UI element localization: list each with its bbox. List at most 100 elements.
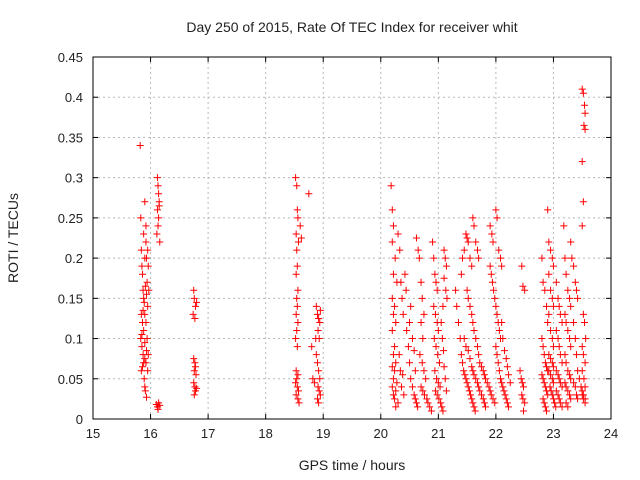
data-point bbox=[143, 347, 151, 355]
data-point bbox=[438, 335, 446, 343]
data-point bbox=[472, 375, 480, 383]
x-tick-label: 17 bbox=[201, 426, 215, 441]
data-point bbox=[189, 310, 197, 318]
data-point bbox=[439, 302, 447, 310]
data-point bbox=[552, 403, 560, 411]
data-point bbox=[308, 343, 316, 351]
data-point bbox=[153, 174, 161, 182]
data-point bbox=[475, 351, 483, 359]
data-point bbox=[454, 318, 462, 326]
data-point bbox=[140, 327, 148, 335]
data-point bbox=[144, 262, 152, 270]
data-point bbox=[545, 310, 553, 318]
data-point bbox=[412, 234, 420, 242]
data-point bbox=[470, 403, 478, 411]
y-tick-label: 0.45 bbox=[58, 50, 83, 65]
data-point bbox=[437, 399, 445, 407]
data-point bbox=[294, 395, 302, 403]
data-point bbox=[543, 407, 551, 415]
data-point bbox=[137, 367, 145, 375]
data-point bbox=[395, 351, 403, 359]
data-point bbox=[518, 262, 526, 270]
data-point bbox=[561, 254, 569, 262]
data-point bbox=[471, 407, 479, 415]
data-point bbox=[430, 254, 438, 262]
data-point bbox=[155, 214, 163, 222]
data-point bbox=[294, 214, 302, 222]
x-tick-label: 16 bbox=[143, 426, 157, 441]
data-point bbox=[394, 230, 402, 238]
data-point bbox=[430, 335, 438, 343]
data-point bbox=[142, 318, 150, 326]
axis-ticks: 15 16 17 18 19 20 21 22 23 24 0 0.05 0.1 0.15 0.2 0.25 0… bbox=[58, 50, 619, 441]
data-point bbox=[391, 254, 399, 262]
data-point bbox=[478, 363, 485, 371]
data-point bbox=[554, 371, 562, 379]
data-point bbox=[496, 254, 504, 262]
data-point bbox=[411, 395, 419, 403]
data-point bbox=[439, 407, 447, 415]
data-point bbox=[473, 343, 481, 351]
data-point bbox=[579, 351, 587, 359]
data-point bbox=[478, 391, 485, 399]
data-point bbox=[418, 294, 426, 302]
data-point bbox=[436, 383, 444, 391]
data-point bbox=[567, 395, 575, 403]
data-point bbox=[498, 318, 506, 326]
data-point bbox=[489, 238, 497, 246]
data-point bbox=[547, 355, 555, 363]
data-point bbox=[498, 262, 506, 270]
data-point bbox=[292, 174, 300, 182]
data-point bbox=[541, 403, 549, 411]
data-point bbox=[539, 343, 547, 351]
data-point bbox=[190, 286, 198, 294]
data-point bbox=[560, 222, 568, 230]
data-point bbox=[427, 407, 435, 415]
data-point bbox=[312, 351, 320, 359]
data-point bbox=[393, 379, 401, 387]
data-point bbox=[496, 375, 504, 383]
data-point bbox=[564, 367, 572, 375]
data-point bbox=[296, 222, 304, 230]
data-point bbox=[570, 318, 578, 326]
data-point bbox=[467, 391, 475, 399]
data-point bbox=[453, 302, 461, 310]
x-tick-label: 20 bbox=[374, 426, 388, 441]
data-point bbox=[294, 318, 302, 326]
data-point bbox=[581, 359, 589, 367]
data-point bbox=[411, 367, 419, 375]
grid-layer bbox=[93, 57, 611, 419]
data-point bbox=[144, 246, 152, 254]
data-point bbox=[554, 335, 562, 343]
data-point bbox=[388, 383, 396, 391]
data-point bbox=[566, 391, 574, 399]
data-point bbox=[460, 246, 468, 254]
data-point bbox=[155, 202, 163, 210]
data-point bbox=[309, 375, 317, 383]
data-point bbox=[549, 363, 557, 371]
data-point bbox=[315, 314, 323, 322]
data-point bbox=[466, 302, 474, 310]
data-point bbox=[292, 367, 300, 375]
data-point bbox=[580, 375, 588, 383]
data-point bbox=[138, 343, 146, 351]
data-point bbox=[578, 367, 586, 375]
data-point bbox=[312, 302, 320, 310]
data-point bbox=[452, 286, 460, 294]
data-point bbox=[418, 359, 426, 367]
data-point bbox=[407, 302, 415, 310]
data-point bbox=[493, 310, 501, 318]
chart-title: Day 250 of 2015, Rate Of TEC Index for r… bbox=[186, 19, 517, 35]
data-point bbox=[501, 347, 509, 355]
data-point bbox=[434, 379, 442, 387]
data-point bbox=[566, 371, 574, 379]
data-point bbox=[391, 343, 399, 351]
data-point bbox=[468, 262, 476, 270]
data-point bbox=[142, 238, 150, 246]
data-point bbox=[292, 335, 300, 343]
data-point bbox=[406, 359, 414, 367]
data-point bbox=[442, 262, 450, 270]
data-point bbox=[417, 383, 425, 391]
data-point bbox=[518, 391, 526, 399]
data-point bbox=[468, 363, 476, 371]
